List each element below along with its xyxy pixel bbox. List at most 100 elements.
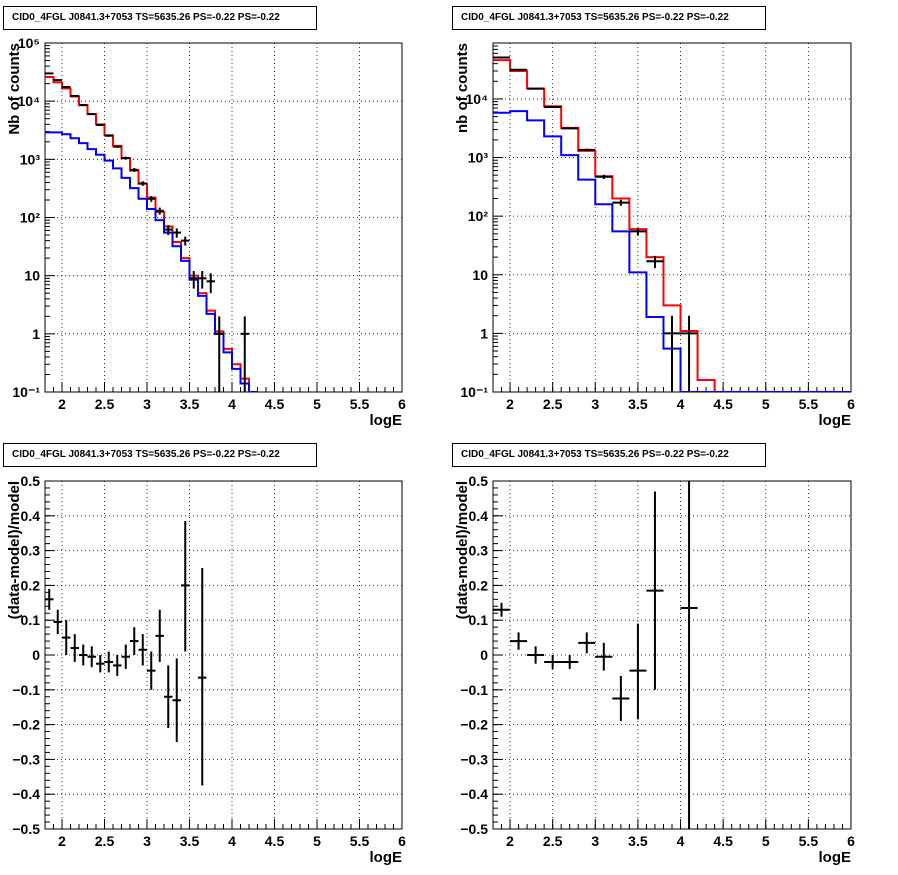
y-tick-label: −0.3 (12, 751, 40, 767)
data-point (70, 94, 79, 97)
y-tick-label: 0.4 (21, 508, 41, 524)
y-tick-label: −0.5 (12, 821, 40, 837)
y-tick-label: 0.3 (469, 543, 489, 559)
x-tick-label: 2 (506, 396, 514, 412)
data-point (578, 148, 596, 152)
y-tick-label: 0.5 (469, 473, 489, 489)
data-layer (45, 72, 258, 392)
x-tick-label: 4 (677, 396, 685, 412)
data-point (147, 196, 156, 202)
data-point (138, 181, 147, 186)
data-point (155, 207, 164, 215)
y-tick-label: 0.3 (21, 543, 41, 559)
data-point (198, 568, 207, 786)
x-tick-label: 3.5 (180, 396, 200, 412)
x-tick-label: 6 (847, 396, 855, 412)
x-tick-label: 5.5 (350, 396, 370, 412)
data-point (164, 665, 173, 729)
data-point (189, 271, 198, 289)
x-tick-label: 5 (313, 833, 321, 849)
y-tick-label: 10³ (20, 151, 41, 167)
y-tick-label: 10³ (468, 150, 489, 166)
y-tick-label: 10⁴ (466, 91, 489, 107)
data-point (578, 632, 596, 654)
x-tick-label: 3 (591, 396, 599, 412)
y-tick-label: 10⁻¹ (12, 384, 40, 400)
x-tick-label: 4 (228, 833, 236, 849)
data-point (62, 86, 71, 89)
y-tick-label: 0.5 (21, 473, 41, 489)
data-point (206, 273, 215, 294)
x-tick-label: 3 (591, 833, 599, 849)
data-point (96, 655, 105, 673)
x-tick-label: 3.5 (628, 396, 648, 412)
data-point (79, 103, 88, 106)
x-tick-label: 6 (847, 833, 855, 849)
data-point (70, 634, 79, 662)
data-point (53, 609, 62, 635)
y-tick-label: −0.4 (460, 786, 488, 802)
y-tick-label: 0.1 (469, 612, 489, 628)
data-point (493, 602, 511, 617)
y-tick-label: 0 (480, 647, 488, 663)
x-tick-label: 5.5 (799, 833, 819, 849)
data-point (629, 227, 647, 236)
y-tick-label: 10 (24, 268, 40, 284)
x-tick-label: 3.5 (628, 833, 648, 849)
data-point (113, 145, 122, 148)
panel-title-bottom-right: CID0_4FGL J0841.3+7053 TS=5635.26 PS=-0.… (452, 443, 766, 467)
y-tick-label: −0.4 (12, 786, 40, 802)
x-tick-label: 3.5 (180, 833, 200, 849)
data-point (544, 655, 562, 669)
data-point (181, 521, 190, 652)
data-point (155, 609, 164, 662)
panel-title-top-right: CID0_4FGL J0841.3+7053 TS=5635.26 PS=-0.… (452, 6, 766, 30)
y-tick-label: 1 (480, 325, 488, 341)
y-tick-label: −0.5 (460, 821, 488, 837)
x-axis-label: logE (819, 849, 852, 866)
data-point (198, 271, 207, 289)
data-point (138, 634, 147, 666)
x-tick-label: 2.5 (95, 396, 115, 412)
y-axis-label: Nb of counts (6, 43, 23, 135)
x-tick-label: 4 (228, 396, 236, 412)
chart-panel-1: 2 2.5 3 3.5 4 4.5 5 5.5 6 10⁻¹ 1 10 10² 10³ 10⁴ 10⁵ logE… (6, 35, 406, 429)
data-point (527, 87, 545, 90)
data-point (121, 156, 130, 160)
data-point (646, 491, 664, 690)
y-tick-label: −0.3 (460, 751, 488, 767)
chart-panel-4: 2 2.5 3 3.5 4 4.5 5 5.5 6 −0.5 −0.4 −0.3 −0.2 −0.1 0 0.… (454, 473, 855, 866)
y-tick-label: 0 (32, 647, 40, 663)
data-point (595, 174, 613, 180)
y-tick-label: 10² (468, 208, 489, 224)
data-point (96, 123, 105, 126)
x-tick-label: 4.5 (713, 833, 733, 849)
x-tick-label: 5 (313, 396, 321, 412)
x-tick-label: 2 (58, 833, 66, 849)
data-point (172, 658, 181, 742)
data-point (79, 644, 88, 666)
data-point (113, 655, 122, 676)
x-axis-label: logE (370, 412, 403, 429)
data-point (164, 225, 173, 236)
y-tick-label: 0.1 (21, 612, 41, 628)
y-tick-label: 10⁴ (18, 93, 41, 109)
chart-panel-2: 2 2.5 3 3.5 4 4.5 5 5.5 6 10⁻¹ 1 10 10² 10³ 10⁴ logE nb … (454, 42, 855, 429)
panel-title-bottom-left: CID0_4FGL J0841.3+7053 TS=5635.26 PS=-0.… (3, 443, 317, 467)
data-point (130, 167, 139, 172)
y-tick-label: −0.1 (12, 682, 40, 698)
x-tick-label: 2.5 (543, 833, 563, 849)
data-point (510, 68, 528, 71)
x-axis-label: logE (370, 849, 403, 866)
x-tick-label: 4.5 (265, 833, 285, 849)
x-tick-label: 2 (506, 833, 514, 849)
x-tick-label: 4.5 (265, 396, 285, 412)
panel-title-top-left: CID0_4FGL J0841.3+7053 TS=5635.26 PS=-0.… (3, 6, 317, 30)
y-tick-label: 0.2 (21, 577, 41, 593)
data-point (147, 651, 156, 690)
y-tick-label: 0.4 (469, 508, 489, 524)
data-point (493, 56, 511, 59)
y-tick-label: 10⁻¹ (460, 384, 488, 400)
y-tick-label: 10² (20, 210, 41, 226)
series-step-line-2 (493, 110, 851, 392)
